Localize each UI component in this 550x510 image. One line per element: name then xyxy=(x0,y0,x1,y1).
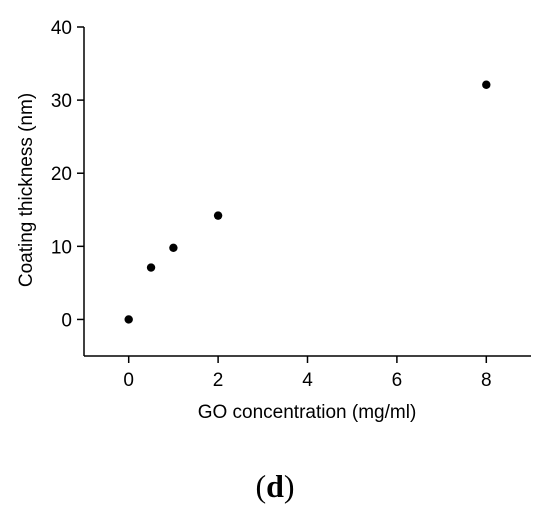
axes xyxy=(83,27,531,357)
data-point xyxy=(213,211,223,220)
y-tick-label: 20 xyxy=(51,164,72,185)
data-point xyxy=(169,243,178,252)
y-tick-label: 40 xyxy=(51,18,72,39)
x-tick-label: 2 xyxy=(213,370,224,391)
x-tick-label: 0 xyxy=(123,370,134,391)
x-tick-label: 8 xyxy=(481,370,492,391)
y-tick-label: 30 xyxy=(51,91,72,112)
data-point xyxy=(482,80,491,89)
panel-label-open: ( xyxy=(255,468,266,504)
panel-label-letter: d xyxy=(266,468,284,504)
data-point xyxy=(124,315,133,324)
x-axis-label: GO concentration (mg/ml) xyxy=(198,402,417,423)
y-ticks: 0 10 20 30 40 xyxy=(51,18,84,331)
panel-label-close: ) xyxy=(284,468,295,504)
data-point xyxy=(146,263,156,272)
x-tick-label: 4 xyxy=(302,370,313,391)
data-points xyxy=(124,80,491,324)
x-ticks: 0 2 4 6 8 xyxy=(123,356,492,391)
y-tick-label: 10 xyxy=(51,237,72,258)
y-axis-label: Coating thickness (nm) xyxy=(16,93,37,287)
y-tick-label: 0 xyxy=(61,310,72,331)
panel-label: (d) xyxy=(255,468,294,504)
x-tick-label: 6 xyxy=(392,370,403,391)
